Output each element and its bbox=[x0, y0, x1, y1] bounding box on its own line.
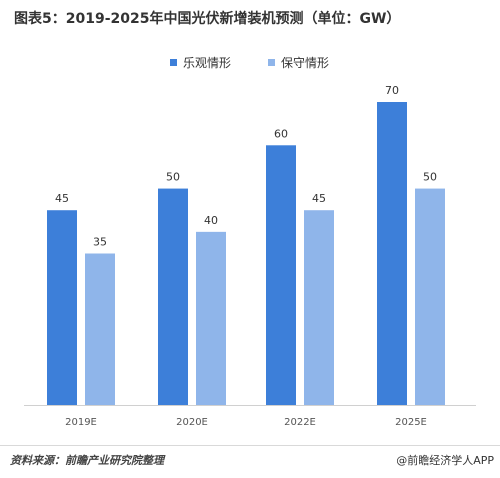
legend-swatch-conservative bbox=[268, 59, 275, 66]
bar-conservative-2022E bbox=[304, 210, 334, 405]
footer-divider bbox=[0, 445, 500, 446]
x-tick-label-2020E: 2020E bbox=[176, 417, 208, 428]
x-tick-label-2019E: 2019E bbox=[65, 417, 97, 428]
bar-chart: 45 35 2019E 50 40 2020E 60 45 2022E 70 50 2025E bbox=[24, 84, 476, 428]
x-tick-label-2022E: 2022E bbox=[284, 417, 316, 428]
data-label-optimistic-2025E: 70 bbox=[385, 84, 399, 97]
data-label-conservative-2022E: 45 bbox=[312, 192, 326, 205]
credit-note: @前瞻经济学人APP bbox=[396, 454, 494, 467]
bar-conservative-2019E bbox=[85, 253, 115, 405]
bar-optimistic-2020E bbox=[158, 188, 188, 405]
legend-swatch-optimistic bbox=[170, 59, 177, 66]
legend-label-conservative: 保守情形 bbox=[281, 56, 330, 70]
bar-conservative-2025E bbox=[415, 188, 445, 405]
legend-item-optimistic: 乐观情形 bbox=[170, 54, 231, 71]
bar-conservative-2020E bbox=[196, 231, 226, 405]
data-label-optimistic-2020E: 50 bbox=[166, 171, 180, 184]
chart-title: 图表5：2019-2025年中国光伏新增装机预测（单位：GW） bbox=[14, 11, 401, 27]
bar-optimistic-2019E bbox=[47, 210, 77, 405]
data-label-conservative-2025E: 50 bbox=[423, 171, 437, 184]
data-label-optimistic-2019E: 45 bbox=[55, 192, 69, 205]
data-label-optimistic-2022E: 60 bbox=[274, 127, 288, 140]
bar-optimistic-2025E bbox=[377, 102, 407, 405]
legend-label-optimistic: 乐观情形 bbox=[183, 56, 232, 70]
chart-legend: 乐观情形 保守情形 bbox=[0, 54, 500, 71]
data-label-conservative-2020E: 40 bbox=[204, 214, 218, 227]
legend-item-conservative: 保守情形 bbox=[268, 54, 329, 71]
x-tick-label-2025E: 2025E bbox=[395, 417, 427, 428]
data-label-conservative-2019E: 35 bbox=[93, 236, 107, 249]
bar-optimistic-2022E bbox=[266, 145, 296, 406]
source-note: 资料来源：前瞻产业研究院整理 bbox=[10, 454, 164, 467]
